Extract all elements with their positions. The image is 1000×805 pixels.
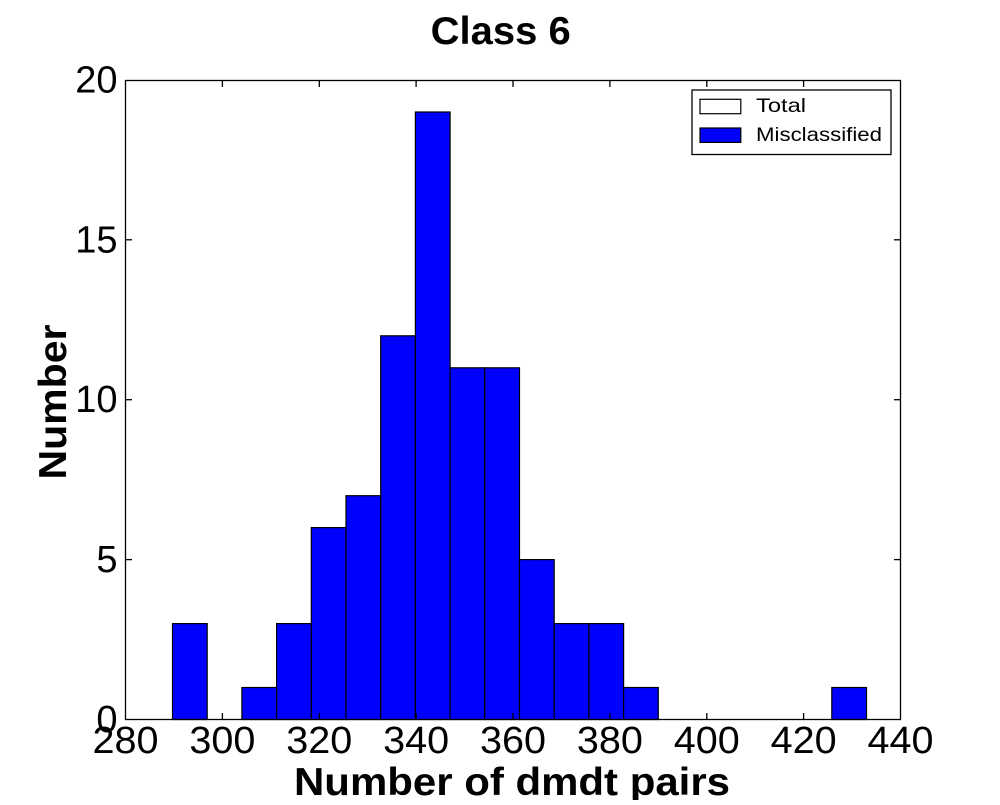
svg-text:0: 0 [96,699,117,741]
svg-text:Number of dmdt pairs: Number of dmdt pairs [294,761,730,800]
svg-text:20: 20 [75,60,117,102]
svg-text:440: 440 [868,720,934,762]
svg-text:340: 340 [383,720,449,762]
svg-text:10: 10 [75,379,117,421]
svg-text:360: 360 [480,720,546,762]
svg-text:300: 300 [189,720,255,762]
svg-text:Misclassified: Misclassified [756,124,882,146]
svg-text:5: 5 [96,539,117,581]
svg-text:Class 6: Class 6 [431,10,571,53]
svg-text:Number: Number [32,325,75,480]
svg-text:420: 420 [771,720,837,762]
svg-text:320: 320 [286,720,352,762]
svg-text:15: 15 [75,219,117,261]
svg-text:280: 280 [93,720,159,762]
svg-text:400: 400 [674,720,740,762]
svg-text:Total: Total [756,95,806,117]
svg-text:380: 380 [577,720,643,762]
